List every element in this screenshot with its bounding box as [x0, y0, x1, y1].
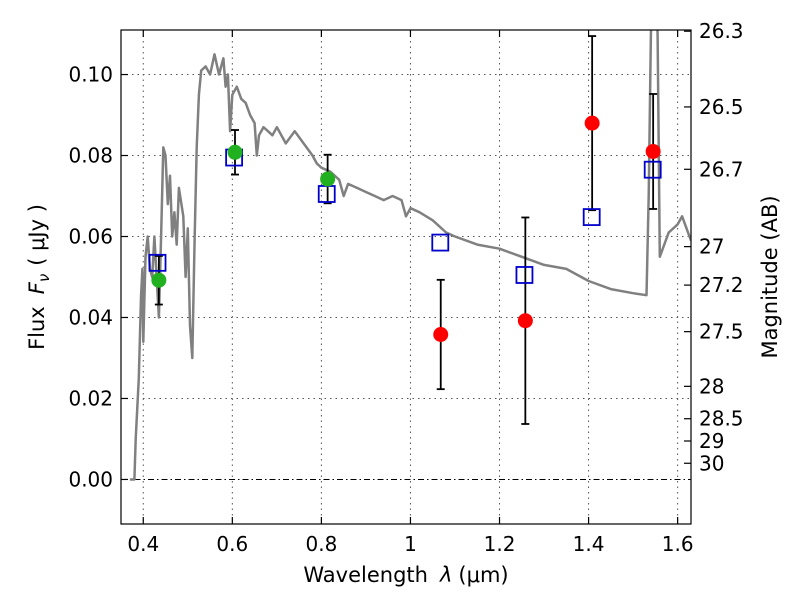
limit-point [584, 115, 600, 131]
model-photometry-square [582, 208, 601, 226]
y2-tick-label: 28 [699, 374, 724, 398]
y2-tick-label: 26.3 [699, 19, 744, 43]
x-axis-label-text: Wavelength [303, 563, 428, 587]
observed-markers [151, 115, 661, 342]
y-axis-label: Flux Fν ( μJy ) [25, 204, 53, 350]
model-photometry-square [148, 253, 167, 272]
y-axis-label-text: Flux [25, 306, 49, 350]
y-axis-label-symbol: F [25, 281, 49, 294]
y-tick-label: 0.04 [68, 305, 113, 329]
detection-point [151, 272, 167, 288]
x-tick-label: 1.6 [662, 532, 694, 556]
model-photometry-markers [148, 148, 662, 284]
y2-tick-label: 29 [699, 429, 724, 453]
y-axis-label-subscript: ν [35, 274, 53, 282]
grid [121, 30, 691, 524]
detection-point [320, 171, 336, 187]
model-photometry-square [643, 160, 662, 179]
y-axis-ticks: 0.00 0.02 0.04 0.06 0.08 0.10 [68, 63, 128, 491]
y2-tick-label: 30 [699, 451, 724, 475]
limit-point [645, 143, 661, 159]
y-axis-label-units: ( μJy ) [25, 204, 49, 266]
y2-tick-label: 27 [699, 235, 724, 259]
y-tick-label: 0.00 [68, 467, 113, 491]
x-tick-label: 0.4 [127, 532, 159, 556]
y2-tick-label: 27.2 [699, 273, 744, 297]
limit-point [517, 313, 533, 329]
x-tick-label: 0.8 [305, 532, 337, 556]
plot-background [121, 30, 691, 524]
y-tick-label: 0.08 [68, 144, 113, 168]
y2-tick-label: 28.5 [699, 407, 744, 431]
y-tick-label: 0.02 [68, 386, 113, 410]
y2-tick-label: 27.5 [699, 320, 744, 344]
x-axis-label-lambda: λ [439, 563, 452, 587]
model-photometry-square [431, 233, 450, 252]
y-tick-label: 0.06 [68, 225, 113, 249]
x-tick-label: 1.4 [573, 532, 605, 556]
x-tick-label: 1 [404, 532, 417, 556]
limit-point [433, 326, 449, 342]
x-axis-label: Wavelength λ (μm) [303, 563, 508, 587]
x-tick-label: 0.6 [216, 532, 248, 556]
x-axis-ticks: 0.4 0.6 0.8 1 1.2 1.4 1.6 [127, 30, 694, 556]
model-sed-curve [129, 30, 691, 481]
model-photometry-square [515, 266, 534, 284]
x-tick-label: 1.2 [484, 532, 516, 556]
x-axis-label-units: (μm) [458, 563, 508, 587]
y2-tick-label: 26.7 [699, 157, 744, 181]
detection-point [227, 144, 243, 160]
y2-tick-label: 26.5 [699, 95, 744, 119]
y-tick-label: 0.10 [68, 63, 113, 87]
plot-frame [120, 29, 692, 525]
y2-axis-label: Magnitude (AB) [758, 195, 782, 358]
